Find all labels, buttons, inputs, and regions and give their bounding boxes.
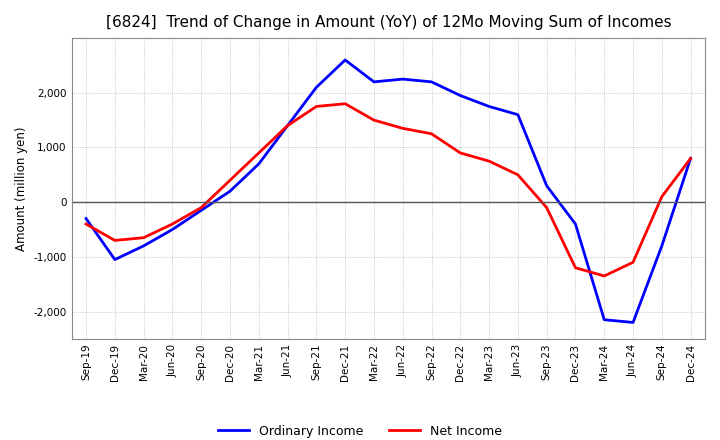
Net Income [398, 126, 407, 131]
Ordinary Income [82, 216, 91, 221]
Ordinary Income [369, 79, 378, 84]
Net Income [369, 117, 378, 123]
Line: Ordinary Income: Ordinary Income [86, 60, 690, 323]
Ordinary Income [312, 84, 320, 90]
Net Income [225, 178, 234, 183]
Ordinary Income [341, 57, 349, 62]
Ordinary Income [168, 227, 176, 232]
Ordinary Income [485, 104, 493, 109]
Net Income [686, 156, 695, 161]
Ordinary Income [657, 243, 666, 249]
Ordinary Income [571, 221, 580, 227]
Net Income [456, 150, 464, 156]
Ordinary Income [254, 161, 263, 166]
Net Income [542, 205, 551, 210]
Ordinary Income [456, 93, 464, 98]
Ordinary Income [542, 183, 551, 188]
Net Income [629, 260, 637, 265]
Net Income [254, 150, 263, 156]
Net Income [600, 273, 608, 279]
Ordinary Income [139, 243, 148, 249]
Ordinary Income [600, 317, 608, 323]
Ordinary Income [197, 208, 205, 213]
Ordinary Income [686, 156, 695, 161]
Net Income [197, 205, 205, 210]
Net Income [485, 158, 493, 164]
Net Income [312, 104, 320, 109]
Ordinary Income [513, 112, 522, 117]
Net Income [341, 101, 349, 106]
Ordinary Income [283, 123, 292, 128]
Net Income [82, 221, 91, 227]
Ordinary Income [111, 257, 120, 262]
Title: [6824]  Trend of Change in Amount (YoY) of 12Mo Moving Sum of Incomes: [6824] Trend of Change in Amount (YoY) o… [106, 15, 671, 30]
Net Income [168, 221, 176, 227]
Line: Net Income: Net Income [86, 104, 690, 276]
Net Income [139, 235, 148, 240]
Net Income [427, 131, 436, 136]
Net Income [111, 238, 120, 243]
Y-axis label: Amount (million yen): Amount (million yen) [15, 126, 28, 251]
Ordinary Income [398, 77, 407, 82]
Ordinary Income [427, 79, 436, 84]
Net Income [657, 194, 666, 199]
Ordinary Income [225, 189, 234, 194]
Net Income [571, 265, 580, 271]
Net Income [283, 123, 292, 128]
Ordinary Income [629, 320, 637, 325]
Legend: Ordinary Income, Net Income: Ordinary Income, Net Income [213, 420, 507, 440]
Net Income [513, 172, 522, 177]
